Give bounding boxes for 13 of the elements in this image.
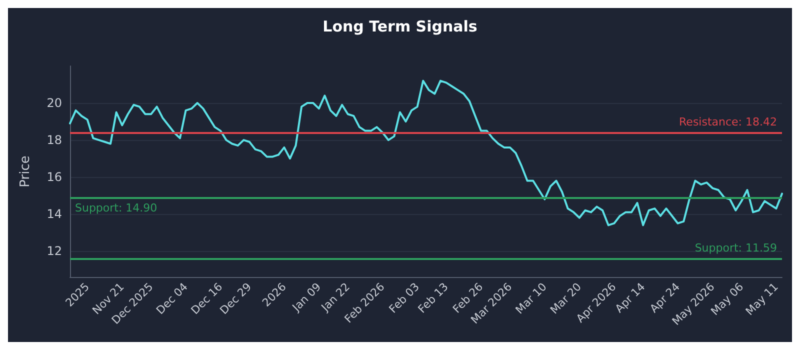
ref-line-label: Support: 11.59	[694, 242, 777, 255]
y-tick-label: 12	[46, 244, 62, 258]
y-tick-label: 16	[46, 170, 62, 184]
y-tick-label: 20	[46, 96, 62, 110]
y-axis-title: Price	[18, 156, 33, 188]
chart-title: Long Term Signals	[322, 18, 478, 36]
x-tick-label: Mar 10	[513, 280, 550, 317]
y-tick-label: 18	[46, 133, 62, 148]
y-tick-label: 14	[46, 207, 62, 222]
ref-line-label: Resistance: 18.42	[679, 115, 777, 128]
line-series	[69, 80, 783, 226]
ref-line-label: Support: 14.90	[75, 201, 158, 214]
x-tick-label: Dec 04	[154, 280, 190, 317]
